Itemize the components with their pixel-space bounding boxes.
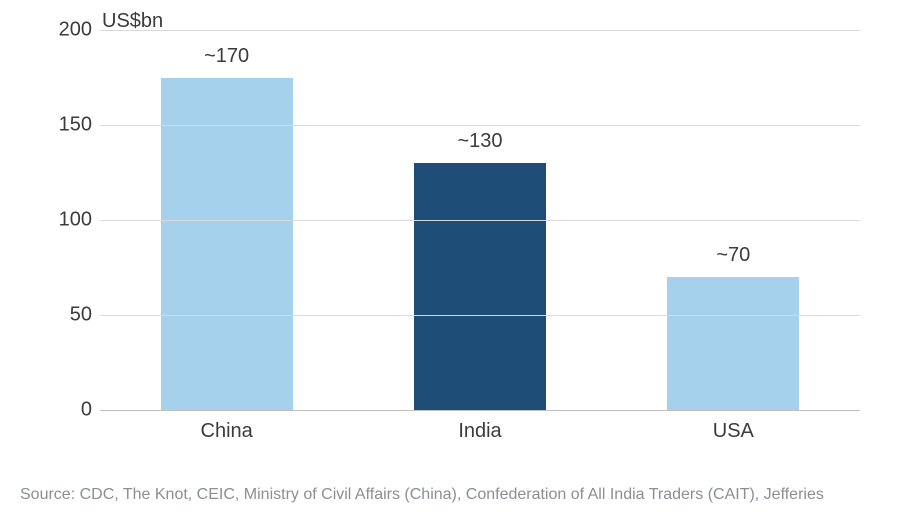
y-tick-label: 50 — [40, 304, 92, 327]
chart-frame: US$bn ~170~130~70 050100150200ChinaIndia… — [40, 10, 860, 450]
source-attribution: Source: CDC, The Knot, CEIC, Ministry of… — [20, 484, 880, 506]
x-category-label: China — [201, 420, 253, 443]
bar — [161, 78, 293, 411]
plot-area: ~170~130~70 050100150200ChinaIndiaUSA — [100, 30, 860, 410]
bar — [414, 163, 546, 410]
gridline — [100, 315, 860, 316]
x-category-label: India — [458, 420, 501, 443]
y-tick-label: 150 — [40, 114, 92, 137]
bar-value-label: ~130 — [457, 130, 502, 153]
bar — [667, 277, 799, 410]
y-tick-label: 100 — [40, 209, 92, 232]
y-tick-label: 200 — [40, 19, 92, 42]
bar-value-label: ~170 — [204, 45, 249, 68]
bar-value-label: ~70 — [716, 244, 750, 267]
gridline — [100, 125, 860, 126]
x-category-label: USA — [713, 420, 754, 443]
y-tick-label: 0 — [40, 399, 92, 422]
gridline — [100, 30, 860, 31]
gridline — [100, 220, 860, 221]
baseline — [100, 410, 860, 411]
